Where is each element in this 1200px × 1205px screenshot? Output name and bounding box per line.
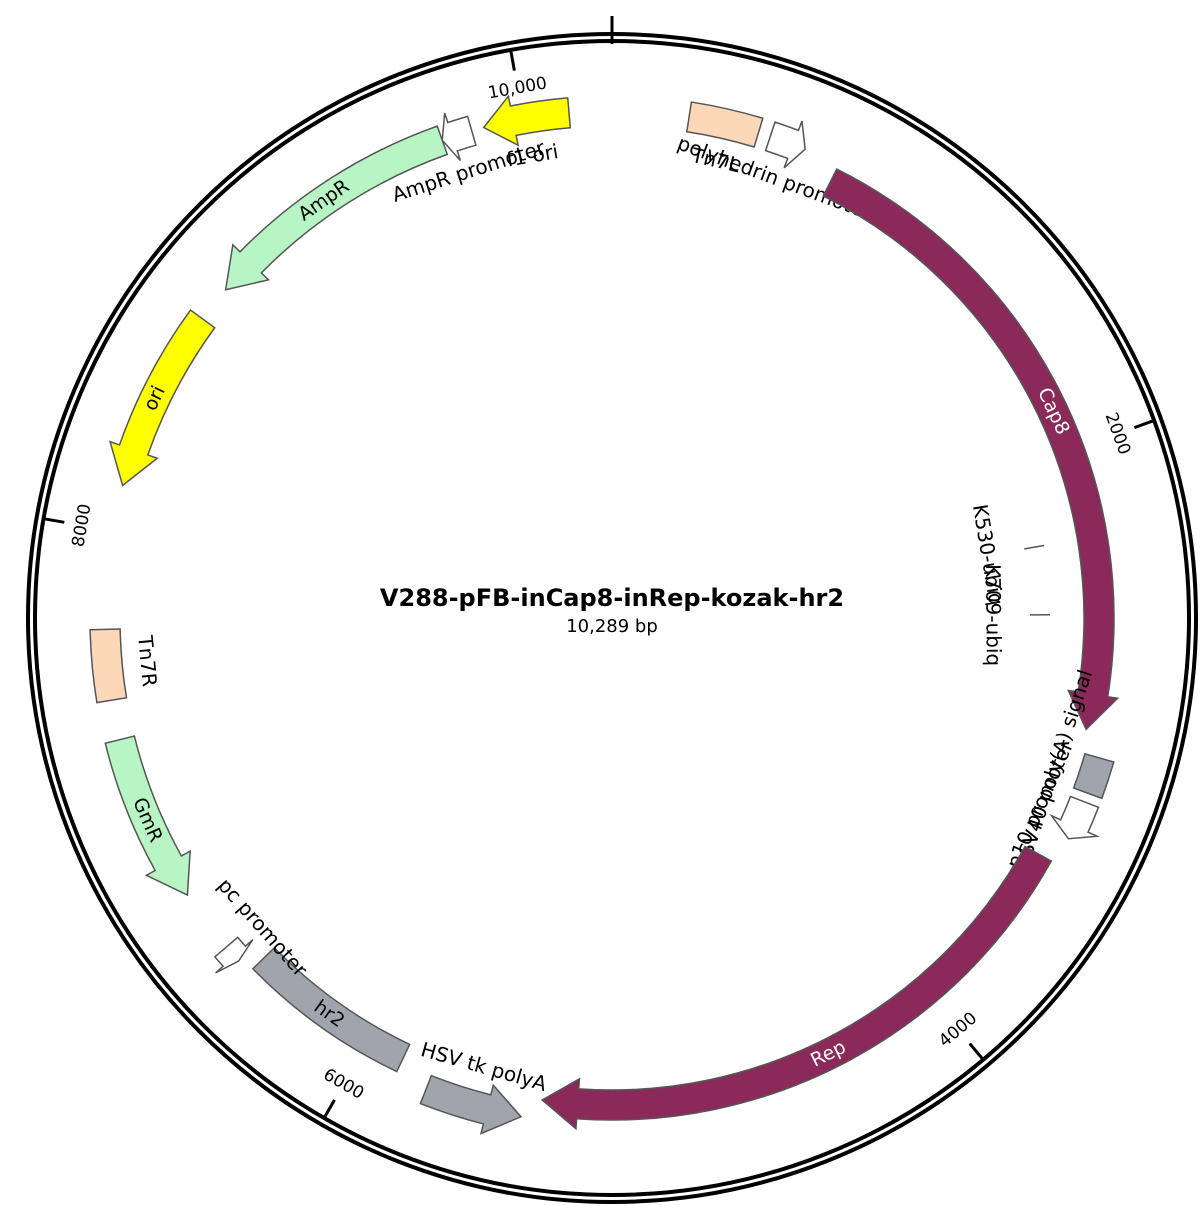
- feature-cap8[interactable]: [822, 168, 1120, 731]
- site-marker-k530-ubiq: [1024, 544, 1045, 550]
- site-label-k709-ubiq: K709-ubiq: [981, 564, 1006, 666]
- tick-mark: [322, 1099, 336, 1119]
- feature-gmr[interactable]: [104, 735, 191, 897]
- tick-label: 6000: [320, 1065, 367, 1104]
- tick-mark: [1133, 419, 1155, 430]
- feature-rep[interactable]: [540, 845, 1053, 1131]
- feature-label-tn7r: Tn7R: [133, 633, 162, 688]
- feature-pc-promoter[interactable]: [213, 936, 254, 974]
- tick-label: 10,000: [487, 73, 549, 103]
- feature-ampr[interactable]: [224, 125, 449, 291]
- tick-label: 2000: [1101, 410, 1135, 457]
- tick-mark: [43, 517, 65, 524]
- plasmid-size: 10,289 bp: [566, 616, 658, 637]
- tick-label: 8000: [68, 502, 95, 548]
- plasmid-name: V288-pFB-inCap8-inRep-kozak-hr2: [380, 584, 844, 612]
- feature-p10-promoter[interactable]: [1049, 795, 1101, 840]
- feature-sv40-polya[interactable]: [1072, 752, 1115, 800]
- feature-hr2[interactable]: [251, 946, 411, 1073]
- feature-ori[interactable]: [108, 309, 216, 487]
- tick-mark: [509, 49, 516, 71]
- tick-label: 4000: [935, 1008, 981, 1051]
- feature-polyhedrin-promoter[interactable]: [764, 120, 806, 169]
- feature-tn7l[interactable]: [685, 101, 764, 148]
- tick-mark: [968, 1042, 985, 1061]
- feature-hsv-tk-polya[interactable]: [419, 1074, 523, 1135]
- feature-tn7r[interactable]: [89, 628, 128, 704]
- feature-ampr-promoter[interactable]: [441, 112, 477, 161]
- feature-f1-ori[interactable]: [482, 94, 572, 147]
